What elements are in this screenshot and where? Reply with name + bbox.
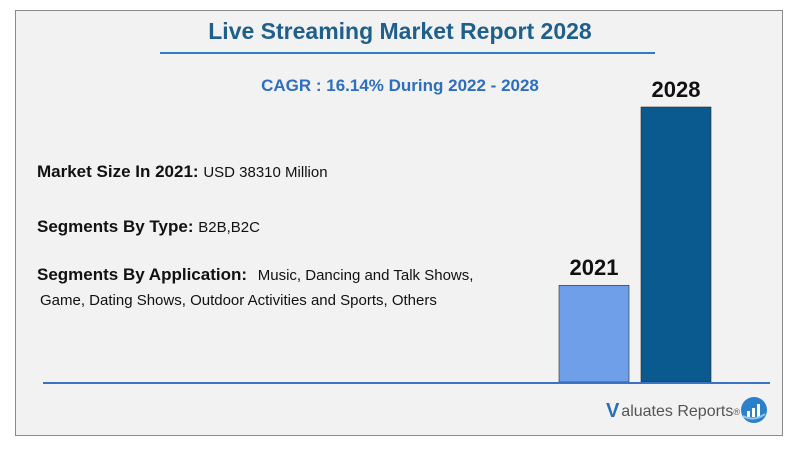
- title-underline: [160, 52, 655, 54]
- brand-name: aluates Reports: [621, 402, 734, 420]
- segments-application-value-2: Game, Dating Shows, Outdoor Activities a…: [40, 292, 437, 309]
- segments-application-value-1: Music, Dancing and Talk Shows,: [257, 267, 474, 284]
- market-size-label: Market Size In 2021:: [37, 162, 199, 181]
- bar-2028: [640, 106, 712, 383]
- bar-2021: [558, 285, 630, 383]
- bar-label-2028: 2028: [651, 77, 701, 102]
- chart-logo-icon: [741, 397, 767, 423]
- segments-application-label: Segments By Application:: [37, 265, 248, 284]
- segments-type-label: Segments By Type:: [37, 217, 194, 236]
- market-size-line: Market Size In 2021: USD 38310 Million: [37, 162, 328, 182]
- market-size-value: USD 38310 Million: [203, 164, 328, 181]
- segments-application-line: Segments By Application: Music, Dancing …: [37, 265, 473, 285]
- segments-type-value: B2B,B2C: [198, 219, 260, 236]
- bar-label-2021: 2021: [569, 255, 619, 281]
- baseline: [43, 382, 770, 384]
- page-title: Live Streaming Market Report 2028: [208, 18, 592, 44]
- brand-v: V: [605, 400, 620, 422]
- cagr-subtitle: CAGR : 16.14% During 2022 - 2028: [261, 76, 539, 95]
- brand-mark: ®: [733, 406, 740, 417]
- brand-logo: V aluates Reports ®: [606, 400, 740, 423]
- segments-type-line: Segments By Type: B2B,B2C: [37, 217, 260, 237]
